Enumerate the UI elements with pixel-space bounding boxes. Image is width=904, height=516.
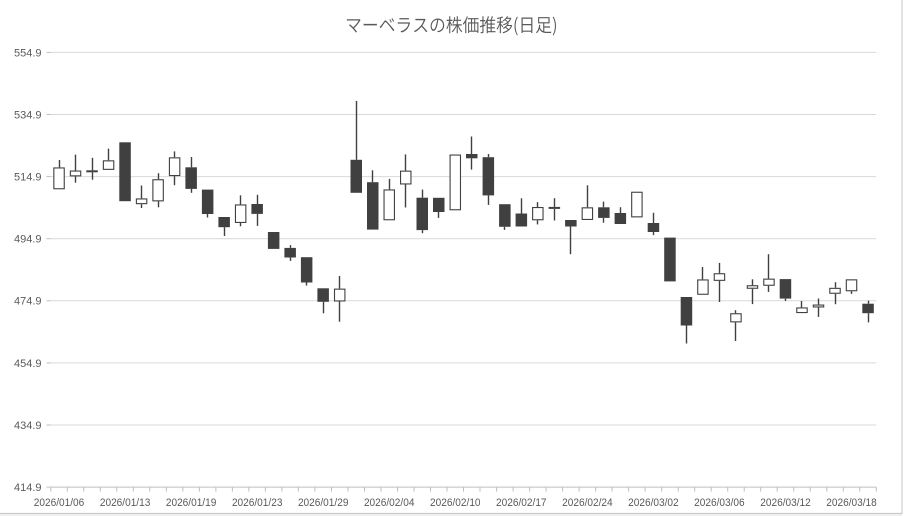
svg-text:554.9: 554.9 [14,47,42,59]
svg-text:474.9: 474.9 [14,296,42,308]
svg-text:434.9: 434.9 [14,420,42,432]
svg-text:494.9: 494.9 [14,234,42,246]
svg-text:2026/03/02: 2026/03/02 [628,497,679,509]
svg-text:414.9: 414.9 [14,482,42,494]
svg-text:534.9: 534.9 [14,109,42,121]
svg-text:2026/01/29: 2026/01/29 [298,497,349,509]
svg-text:2026/02/24: 2026/02/24 [562,497,613,509]
svg-text:2026/03/12: 2026/03/12 [760,497,811,509]
svg-text:2026/03/18: 2026/03/18 [826,497,877,509]
svg-text:2026/02/04: 2026/02/04 [364,497,415,509]
svg-text:2026/01/13: 2026/01/13 [100,497,151,509]
svg-text:514.9: 514.9 [14,172,42,184]
svg-text:2026/01/23: 2026/01/23 [232,497,283,509]
svg-text:2026/02/10: 2026/02/10 [430,497,481,509]
svg-text:454.9: 454.9 [14,358,42,370]
svg-text:2026/03/06: 2026/03/06 [694,497,745,509]
svg-text:2026/01/06: 2026/01/06 [34,497,85,509]
svg-text:2026/02/17: 2026/02/17 [496,497,547,509]
svg-text:2026/01/19: 2026/01/19 [166,497,217,509]
